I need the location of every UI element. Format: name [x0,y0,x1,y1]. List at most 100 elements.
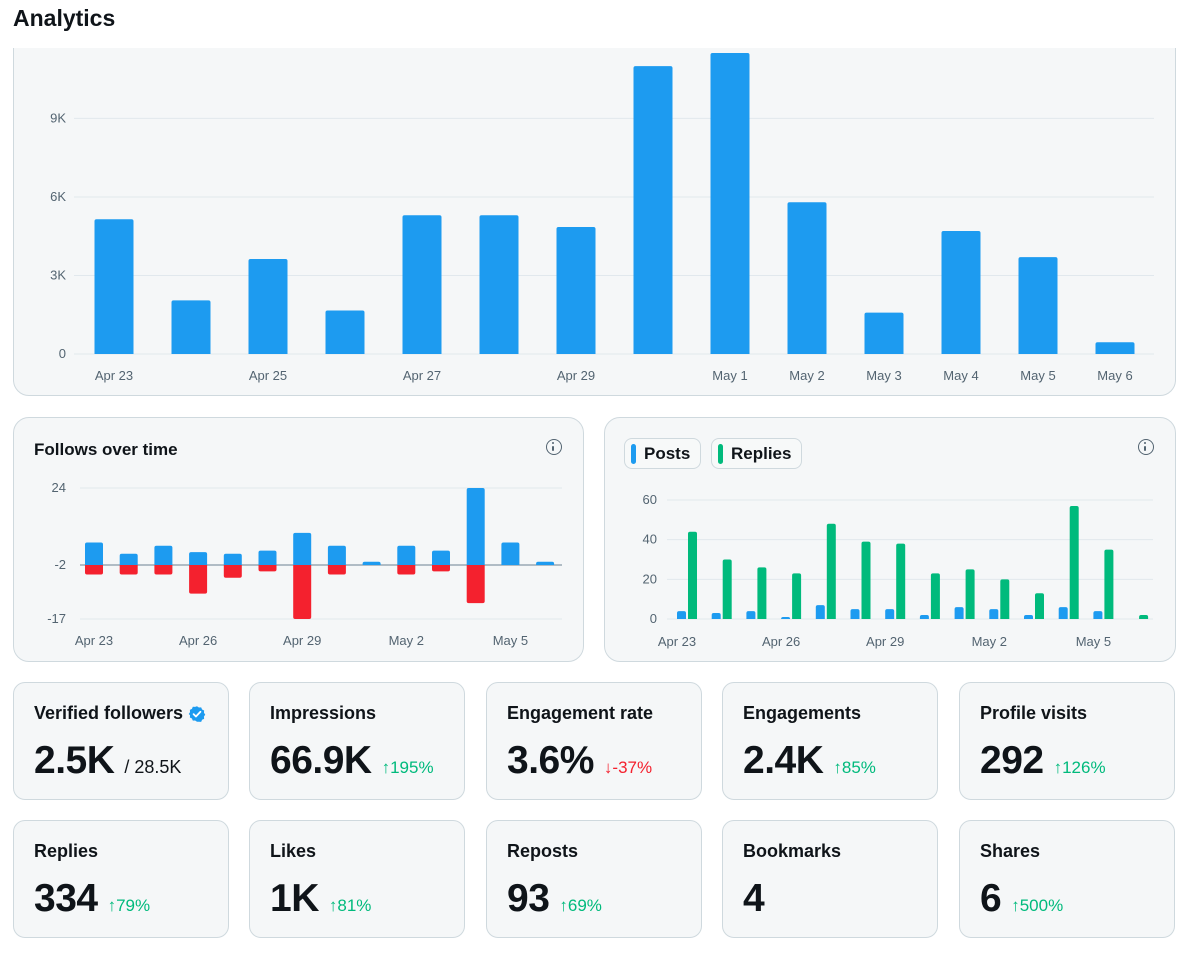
posts-replies-chart: 0 20 40 60 Apr 23 Apr 26 Apr 29 May 2 May 5 [643,492,1153,649]
follows-gained-bar[interactable] [362,561,381,565]
posts-x-tick-label: May 2 [972,634,1007,649]
impressions-bar[interactable] [787,202,827,354]
metric-card[interactable]: Bookmarks 4 [722,820,938,938]
replies-bar[interactable] [896,543,906,619]
arrow-up-icon: ↑ [1053,758,1063,777]
posts-bar[interactable] [1058,607,1068,619]
posts-x-tick-label: Apr 29 [866,634,904,649]
follows-lost-bar[interactable] [258,565,277,572]
metric-card[interactable]: Verified followers 2.5K / 28.5K [13,682,229,800]
metric-card[interactable]: Replies 334 ↑79% [13,820,229,938]
metric-card[interactable]: Shares 6 ↑500% [959,820,1175,938]
impressions-bar[interactable] [633,66,673,354]
follows-gained-bar[interactable] [501,542,520,565]
replies-bar[interactable] [1139,615,1149,619]
follows-lost-bar[interactable] [223,565,242,578]
replies-bar[interactable] [1035,593,1044,619]
info-icon[interactable] [1138,439,1154,455]
follows-lost-bar[interactable] [293,565,312,619]
posts-bar[interactable] [781,617,791,619]
replies-bar[interactable] [1000,579,1010,619]
metric-change-value: -37% [612,758,653,777]
impressions-bar[interactable] [402,215,442,354]
posts-bar[interactable] [815,605,825,619]
follows-gained-bar[interactable] [119,553,138,565]
replies-bar[interactable] [826,523,836,619]
impressions-bar[interactable] [1095,342,1135,354]
posts-bar[interactable] [746,611,756,619]
replies-bar[interactable] [722,559,732,620]
replies-bar[interactable] [757,567,767,619]
replies-bar[interactable] [1104,549,1114,619]
posts-y-tick-label: 20 [643,571,657,586]
follows-gained-bar[interactable] [397,545,416,565]
follows-lost-bar[interactable] [85,565,103,575]
legend-posts[interactable]: Posts [624,438,702,469]
metric-card[interactable]: Reposts 93 ↑69% [486,820,702,938]
posts-y-tick-label: 40 [643,532,657,547]
legend-replies[interactable]: Replies [711,438,803,469]
metric-total: / 28.5K [124,757,182,777]
impressions-bar[interactable] [171,300,211,354]
replies-bar[interactable] [792,573,802,619]
impressions-bar[interactable] [325,310,365,354]
replies-bar[interactable] [1069,505,1079,619]
follows-lost-bar[interactable] [154,565,173,575]
posts-bar[interactable] [1024,615,1033,619]
follows-gained-bar[interactable] [189,552,208,565]
metric-card[interactable]: Engagements 2.4K ↑85% [722,682,938,800]
follows-gained-bar[interactable] [536,561,555,565]
posts-bar[interactable] [989,609,999,619]
metric-value-row: 6 ↑500% [980,877,1063,921]
follows-lost-bar[interactable] [466,565,485,604]
posts-bar[interactable] [919,615,929,619]
follows-gained-bar[interactable] [327,545,346,565]
follows-gained-bar[interactable] [466,488,485,565]
replies-bar[interactable] [688,531,697,619]
follows-gained-bar[interactable] [293,532,312,565]
metric-card[interactable]: Engagement rate 3.6% ↓-37% [486,682,702,800]
metric-card[interactable]: Likes 1K ↑81% [249,820,465,938]
metric-value: 292 [980,739,1044,782]
info-icon[interactable] [546,439,562,455]
impressions-bar[interactable] [941,230,981,354]
metric-label: Verified followers [34,703,206,724]
posts-bar[interactable] [954,607,964,619]
posts-bar[interactable] [885,609,895,619]
impressions-bar[interactable] [864,312,904,354]
legend-posts-label: Posts [644,443,691,463]
follows-lost-bar[interactable] [119,565,138,575]
metric-value: 6 [980,877,1002,920]
metric-label-text: Engagement rate [507,703,654,723]
impressions-bar[interactable] [556,227,596,354]
impressions-bar[interactable] [710,53,750,354]
posts-bar[interactable] [850,609,860,619]
metric-card[interactable]: Profile visits 292 ↑126% [959,682,1175,800]
follows-lost-bar[interactable] [189,565,208,594]
follows-gained-bar[interactable] [258,550,277,565]
follows-lost-bar[interactable] [432,565,450,572]
follows-lost-bar[interactable] [397,565,416,575]
replies-bar[interactable] [965,569,975,619]
follows-gained-bar[interactable] [154,545,173,565]
metric-change-value: 126% [1062,758,1106,777]
metric-value: 2.5K [34,739,115,782]
impressions-bar[interactable] [1018,257,1058,354]
impressions-y-tick-label: 6K [50,189,66,204]
impressions-bar[interactable] [94,219,134,354]
replies-bar[interactable] [930,573,940,619]
follows-gained-bar[interactable] [223,553,242,565]
posts-bar[interactable] [711,613,721,619]
follows-gained-bar[interactable] [85,542,103,565]
posts-bar[interactable] [677,611,686,619]
follows-gained-bar[interactable] [432,550,450,565]
posts-bar[interactable] [1093,611,1103,619]
metric-value-row: 93 ↑69% [507,877,602,921]
metric-label-text: Impressions [270,703,377,723]
metric-card[interactable]: Impressions 66.9K ↑195% [249,682,465,800]
follows-lost-bar[interactable] [327,565,346,575]
impressions-bar[interactable] [248,258,288,354]
replies-bar[interactable] [861,541,871,619]
impressions-bar[interactable] [479,215,519,354]
